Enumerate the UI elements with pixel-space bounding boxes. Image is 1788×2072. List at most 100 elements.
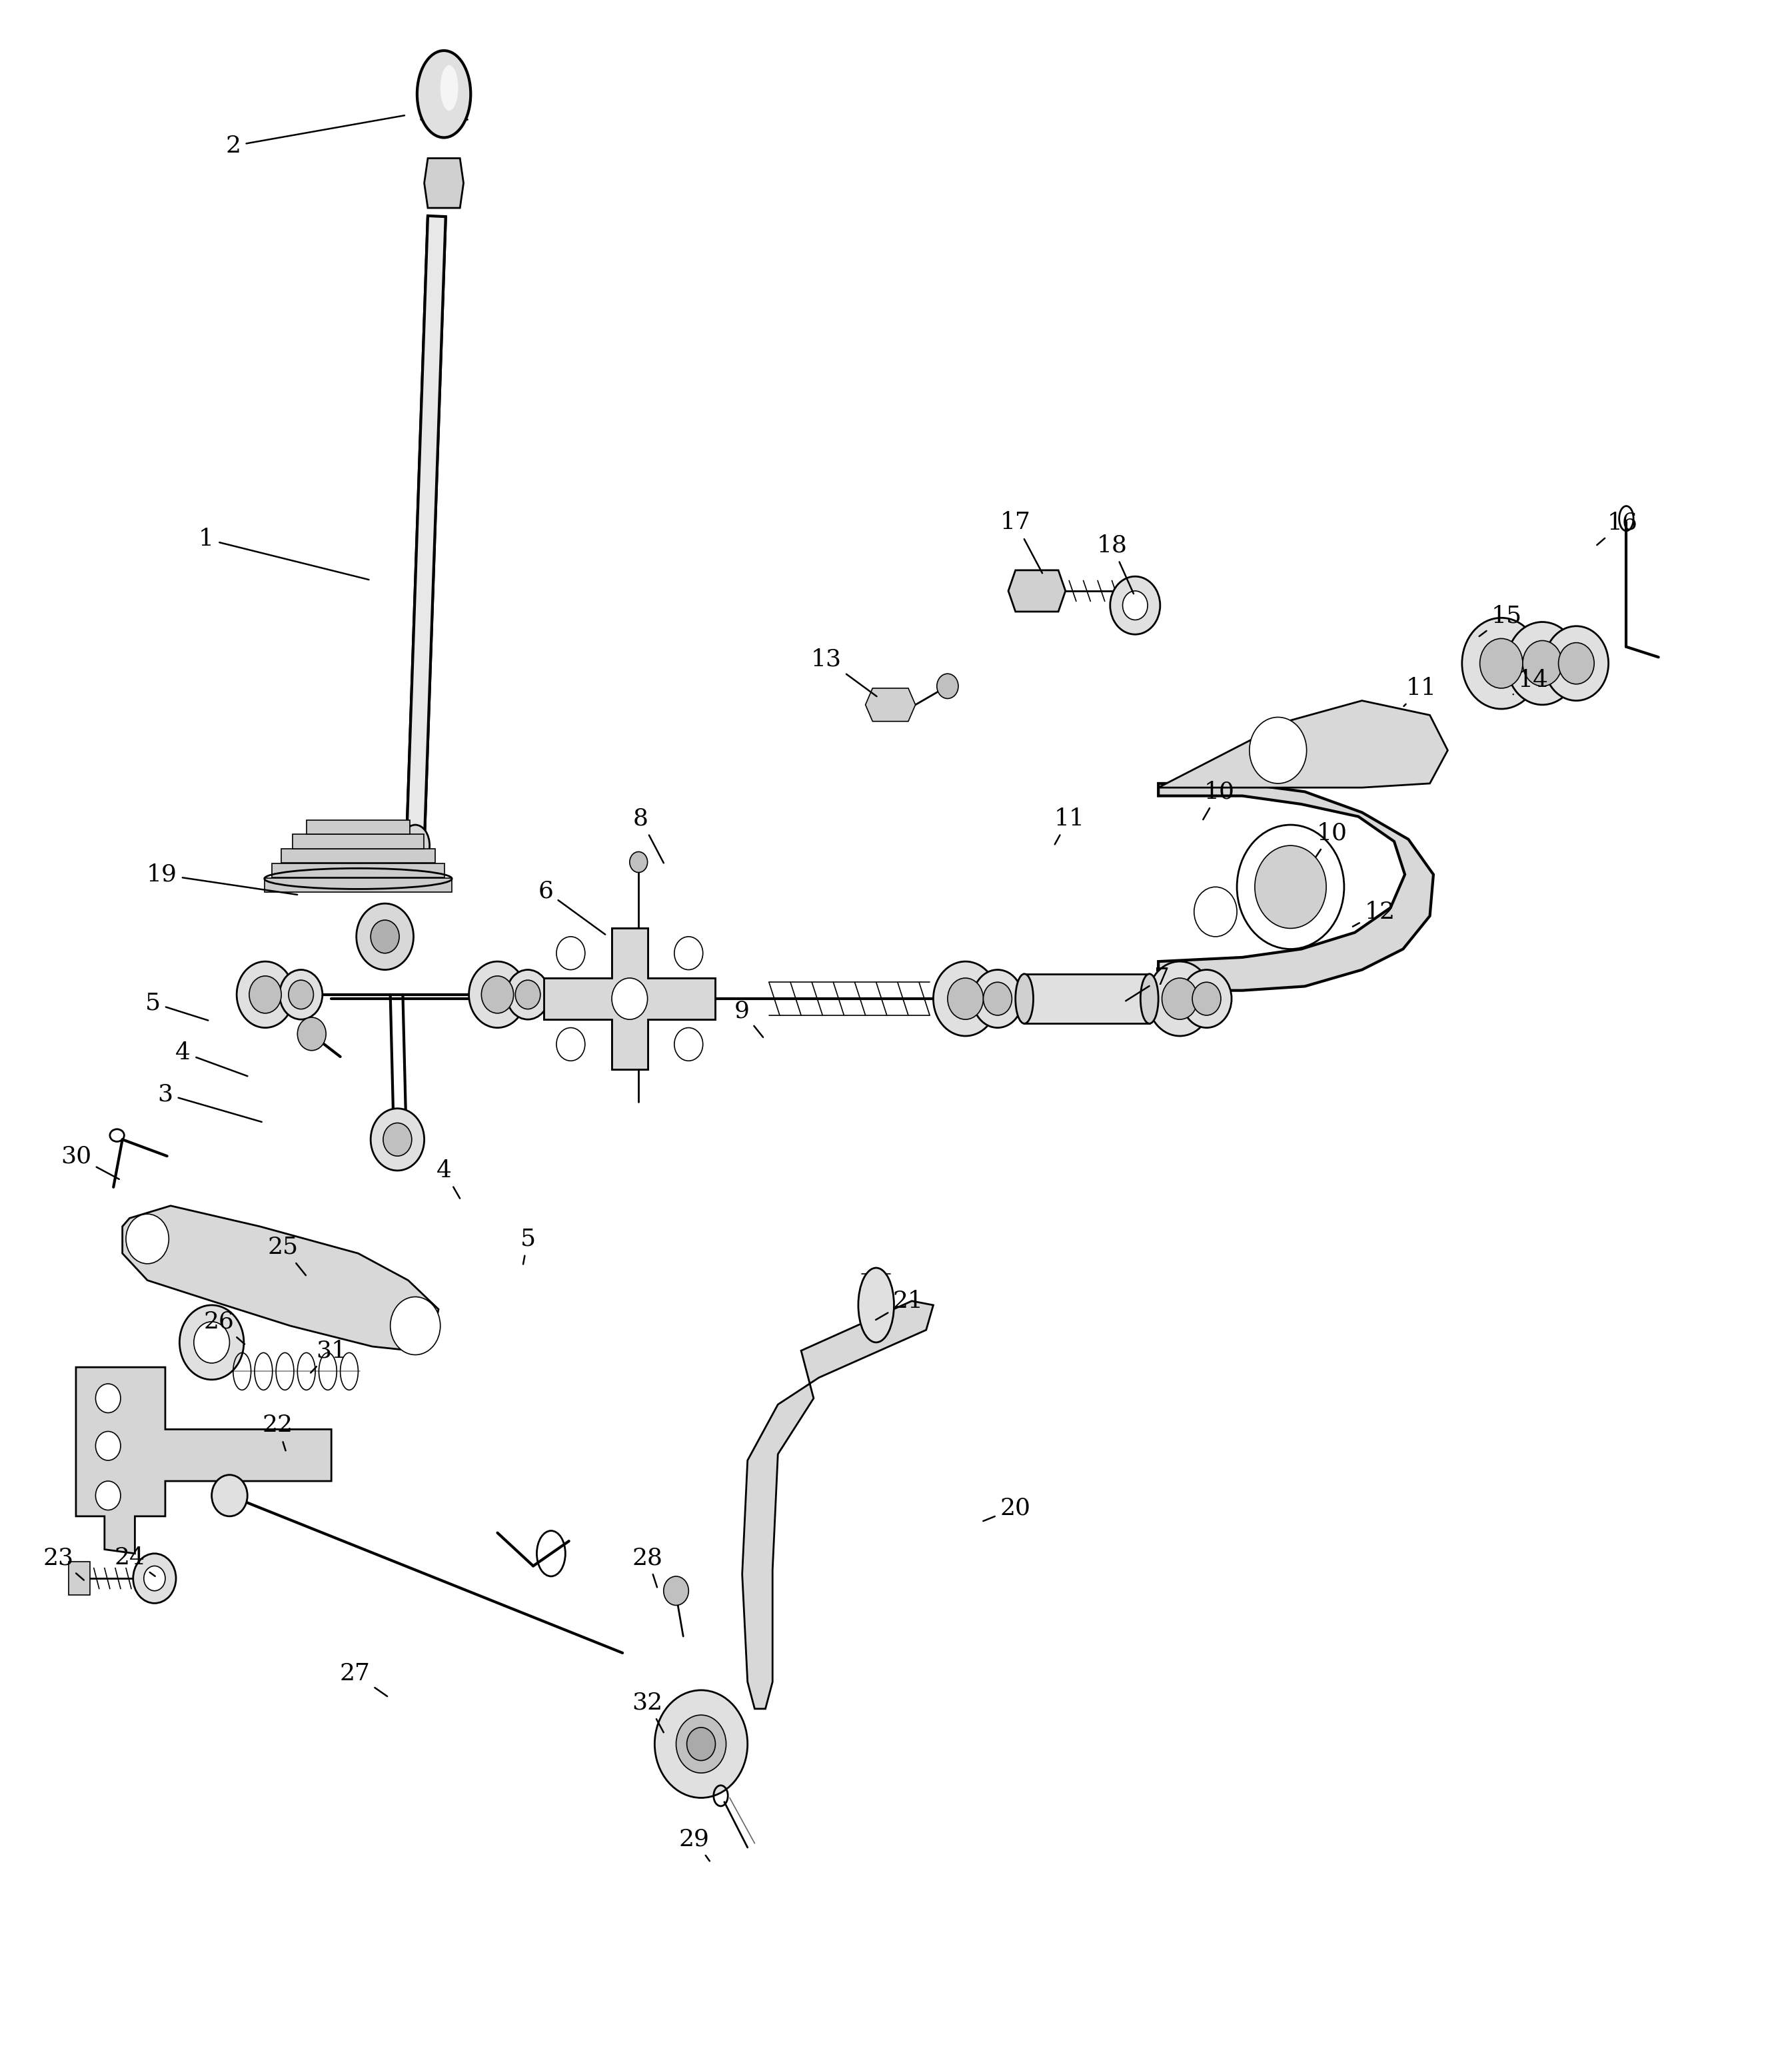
- Text: 11: 11: [1053, 808, 1084, 845]
- Text: 8: 8: [633, 808, 663, 862]
- Circle shape: [279, 970, 322, 1019]
- Text: 5: 5: [145, 992, 207, 1019]
- Circle shape: [556, 1028, 585, 1061]
- Bar: [544, 978, 715, 1019]
- Polygon shape: [1025, 974, 1150, 1024]
- Circle shape: [1148, 961, 1212, 1036]
- Circle shape: [1480, 638, 1523, 688]
- Circle shape: [297, 1017, 325, 1051]
- Circle shape: [370, 920, 399, 953]
- Circle shape: [193, 1322, 229, 1363]
- Text: 7: 7: [1126, 968, 1169, 1001]
- Ellipse shape: [1016, 974, 1033, 1024]
- Ellipse shape: [1141, 974, 1159, 1024]
- Text: 2: 2: [225, 116, 404, 157]
- Polygon shape: [122, 1206, 438, 1351]
- Polygon shape: [68, 1562, 89, 1595]
- Circle shape: [1545, 626, 1609, 700]
- Circle shape: [611, 978, 647, 1019]
- Text: 27: 27: [340, 1662, 388, 1697]
- Bar: [611, 928, 647, 1069]
- Text: 30: 30: [61, 1144, 120, 1179]
- Polygon shape: [742, 1301, 933, 1709]
- Bar: [293, 835, 424, 850]
- Bar: [306, 821, 409, 835]
- Polygon shape: [406, 215, 445, 845]
- Circle shape: [676, 1716, 726, 1774]
- Text: 21: 21: [876, 1289, 924, 1320]
- Circle shape: [132, 1554, 175, 1604]
- Circle shape: [370, 1109, 424, 1171]
- Circle shape: [687, 1728, 715, 1761]
- Circle shape: [356, 903, 413, 970]
- Circle shape: [143, 1566, 164, 1591]
- Text: 32: 32: [633, 1691, 663, 1732]
- Circle shape: [674, 937, 703, 970]
- Bar: [265, 879, 452, 891]
- Circle shape: [1123, 591, 1148, 620]
- Circle shape: [506, 970, 549, 1019]
- Text: 17: 17: [999, 512, 1042, 574]
- Text: 1: 1: [198, 528, 368, 580]
- Text: 5: 5: [520, 1227, 536, 1264]
- Text: 3: 3: [157, 1084, 261, 1121]
- Text: 25: 25: [268, 1235, 306, 1276]
- Circle shape: [383, 1123, 411, 1156]
- Text: 18: 18: [1096, 535, 1134, 595]
- Circle shape: [1507, 622, 1579, 704]
- Text: 20: 20: [983, 1496, 1032, 1521]
- Polygon shape: [75, 1368, 331, 1554]
- Text: 19: 19: [147, 864, 297, 895]
- Circle shape: [179, 1305, 243, 1380]
- Text: 12: 12: [1354, 901, 1395, 926]
- Circle shape: [1559, 642, 1595, 684]
- Circle shape: [556, 937, 585, 970]
- Ellipse shape: [858, 1268, 894, 1343]
- Circle shape: [95, 1384, 120, 1413]
- Circle shape: [1255, 845, 1327, 928]
- Circle shape: [973, 970, 1023, 1028]
- Circle shape: [390, 1297, 440, 1355]
- Text: 26: 26: [204, 1310, 245, 1345]
- Circle shape: [95, 1481, 120, 1510]
- Circle shape: [1110, 576, 1160, 634]
- Circle shape: [1463, 617, 1541, 709]
- Circle shape: [1162, 978, 1198, 1019]
- Polygon shape: [1159, 700, 1448, 787]
- Text: 23: 23: [43, 1546, 84, 1581]
- Text: 10: 10: [1316, 823, 1346, 858]
- Circle shape: [1182, 970, 1232, 1028]
- Circle shape: [1250, 717, 1307, 783]
- Circle shape: [933, 961, 998, 1036]
- Ellipse shape: [401, 825, 429, 866]
- Circle shape: [674, 1028, 703, 1061]
- Text: 22: 22: [263, 1413, 293, 1450]
- Circle shape: [125, 1214, 168, 1264]
- Circle shape: [468, 961, 526, 1028]
- Bar: [281, 850, 434, 862]
- Circle shape: [1193, 982, 1221, 1015]
- Text: 15: 15: [1479, 605, 1522, 636]
- Circle shape: [1194, 887, 1237, 937]
- Text: 11: 11: [1404, 678, 1436, 707]
- Polygon shape: [544, 928, 715, 1069]
- Text: 13: 13: [810, 649, 876, 696]
- Circle shape: [1523, 640, 1563, 686]
- Polygon shape: [865, 688, 915, 721]
- Text: 31: 31: [311, 1339, 347, 1374]
- Circle shape: [288, 980, 313, 1009]
- Text: 4: 4: [436, 1158, 460, 1198]
- Text: 28: 28: [633, 1546, 663, 1587]
- Text: 14: 14: [1513, 669, 1548, 694]
- Ellipse shape: [417, 50, 470, 137]
- Text: 4: 4: [175, 1042, 247, 1075]
- Text: 29: 29: [679, 1828, 710, 1861]
- Circle shape: [95, 1432, 120, 1461]
- Polygon shape: [1159, 783, 1434, 990]
- Circle shape: [983, 982, 1012, 1015]
- Text: 9: 9: [735, 1001, 763, 1038]
- Bar: [272, 864, 445, 876]
- Circle shape: [515, 980, 540, 1009]
- Circle shape: [1237, 825, 1345, 949]
- Circle shape: [211, 1475, 247, 1517]
